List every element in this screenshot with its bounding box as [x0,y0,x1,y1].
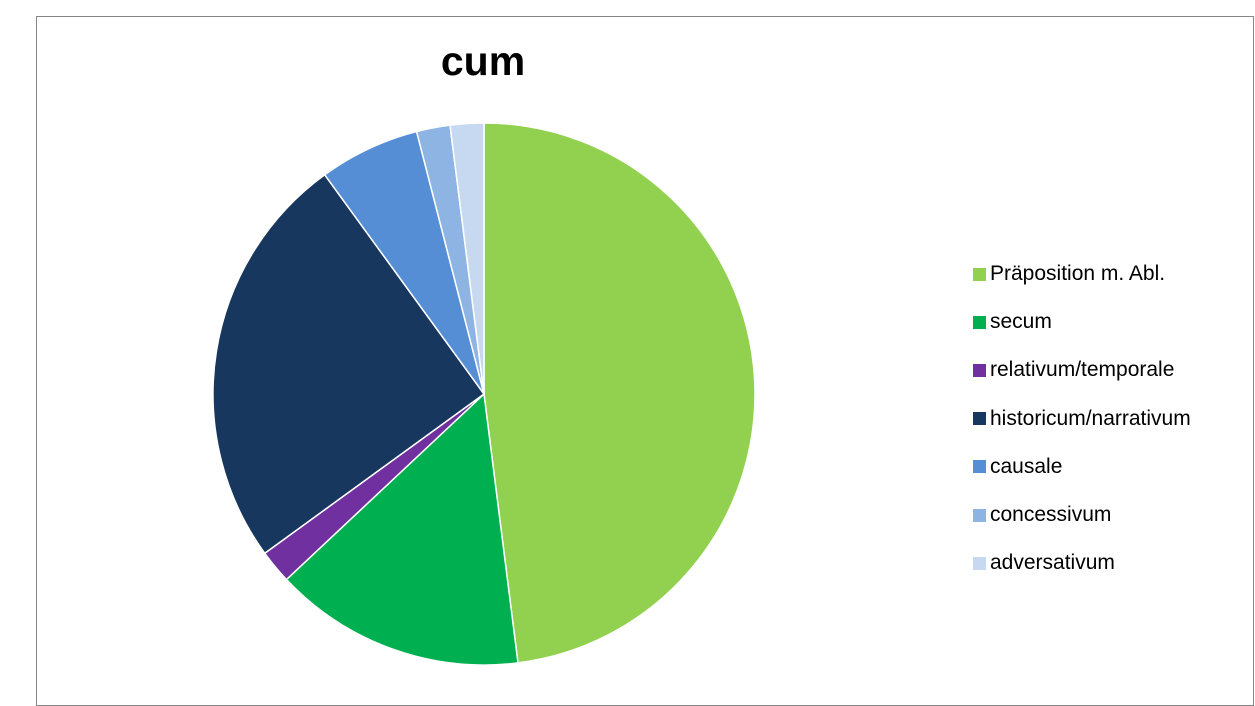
legend-label: historicum/narrativum [990,406,1191,430]
pie-slice-4 [212,173,486,555]
legend-swatch [973,508,986,522]
legend-item: historicum/narrativum [973,395,1253,443]
legend-label: relativum/temporale [990,358,1175,382]
legend-swatch [973,412,986,426]
legend-swatch [973,315,986,329]
pie-chart [212,122,756,666]
pie-slice-1 [483,122,756,664]
pie-slice-2 [285,392,519,666]
legend-label: adversativum [990,551,1115,575]
legend-swatch [973,267,986,281]
chart-area: cum Präposition m. Abl. secum relativum/te… [36,16,1254,706]
chart-title: cum [440,38,526,84]
legend-item: relativum/temporale [973,346,1253,394]
legend-label: Präposition m. Abl. [990,262,1166,286]
legend-swatch [973,363,986,377]
legend-swatch [973,460,986,474]
legend-label: concessivum [990,503,1112,527]
legend-swatch [973,556,986,570]
legend: Präposition m. Abl. secum relativum/tempor… [973,250,1253,587]
legend-item: adversativum [973,539,1253,587]
pie-slice-7 [449,122,485,395]
legend-item: Präposition m. Abl. [973,250,1253,298]
legend-item: causale [973,443,1253,491]
legend-item: concessivum [973,491,1253,539]
legend-label: secum [990,310,1052,334]
legend-label: causale [990,454,1063,478]
legend-item: secum [973,298,1253,346]
